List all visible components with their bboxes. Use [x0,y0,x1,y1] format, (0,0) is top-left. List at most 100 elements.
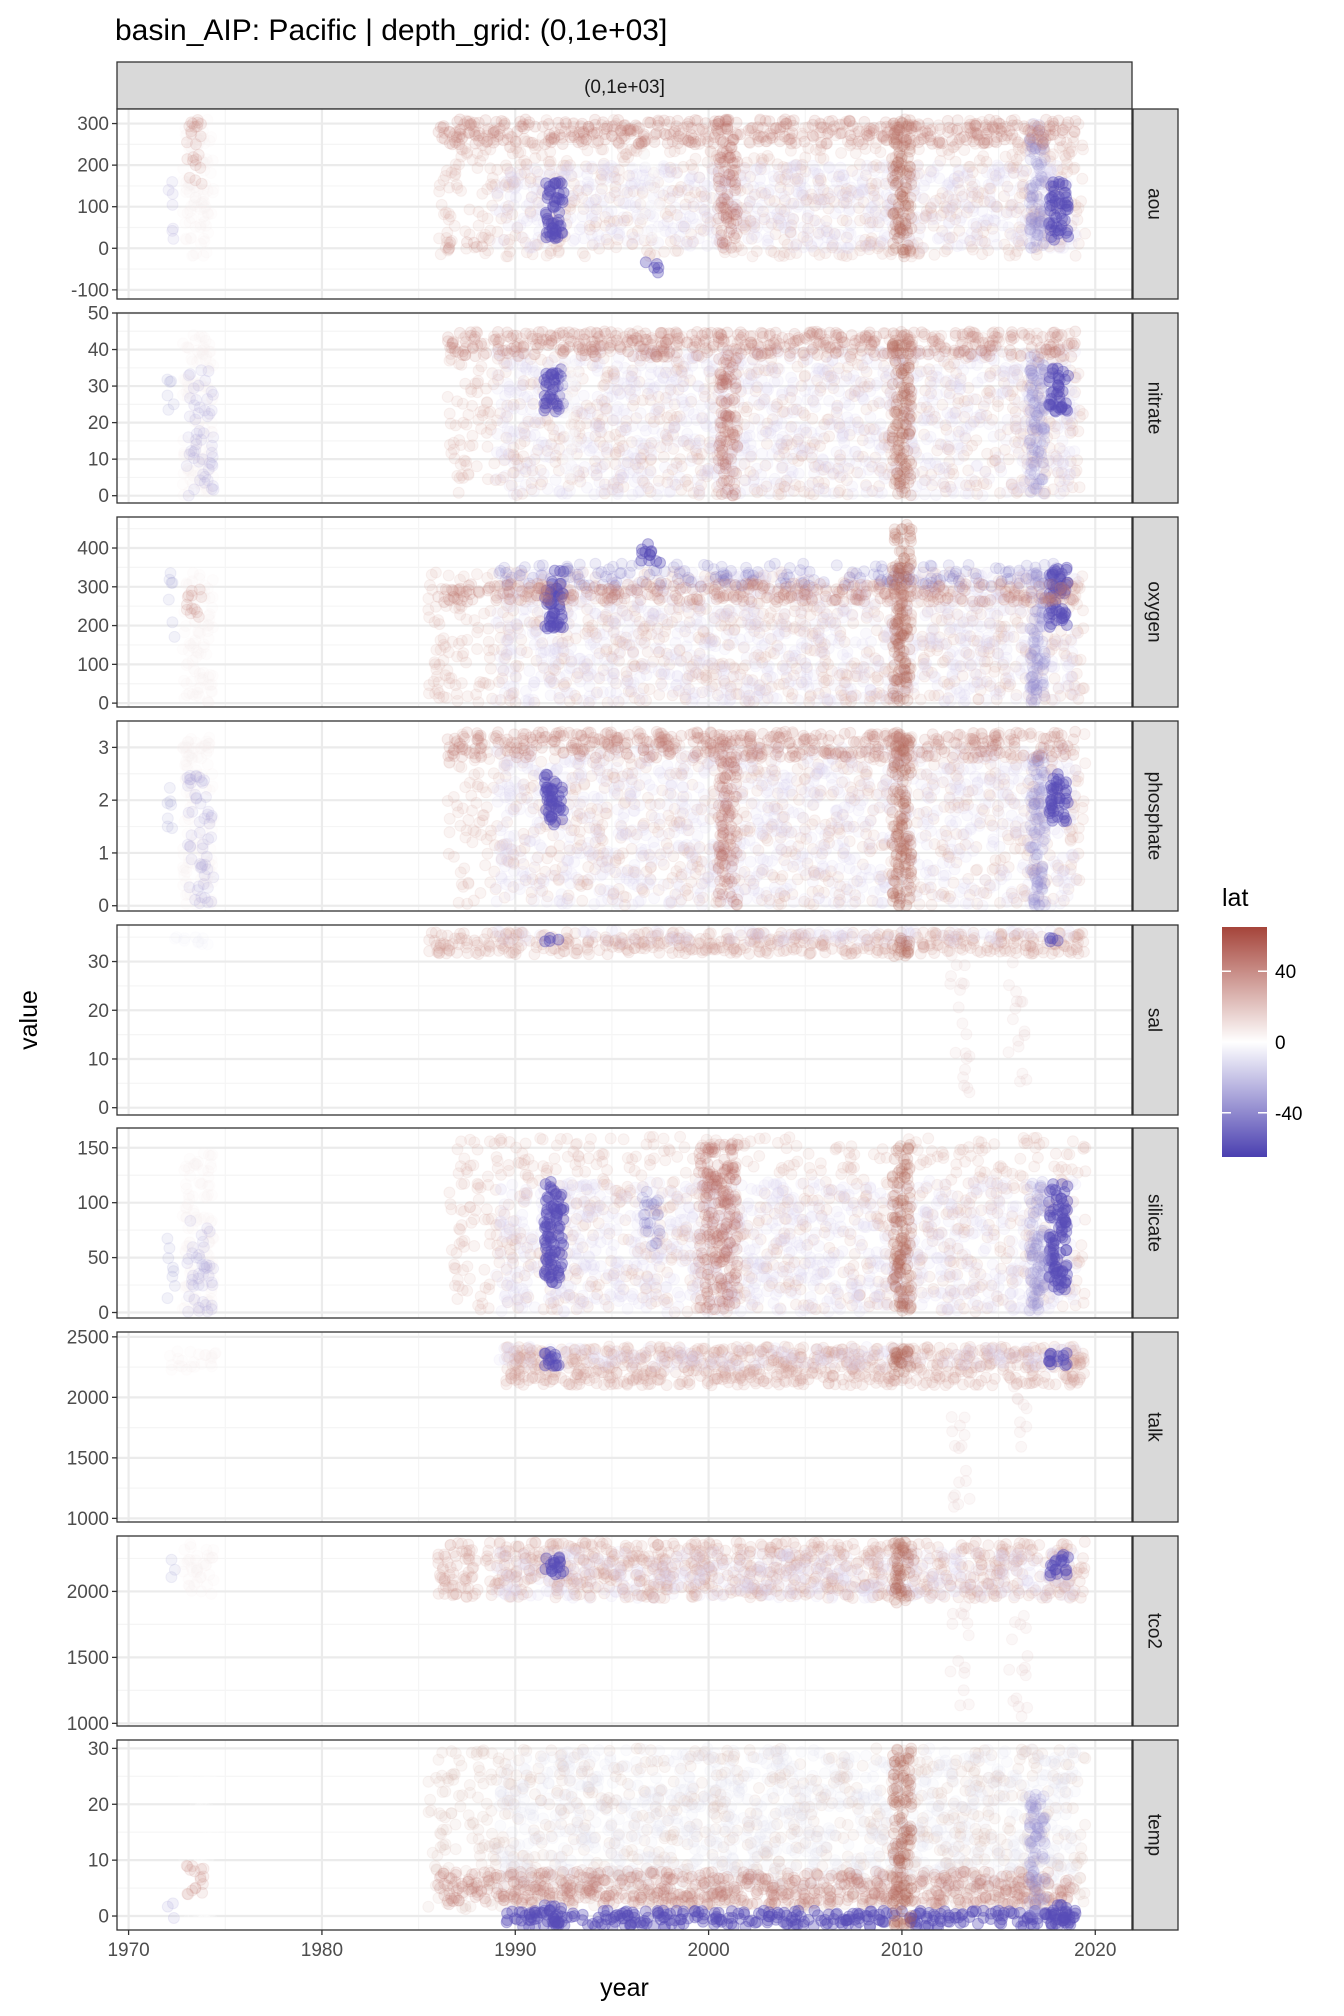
data-point [569,468,582,481]
data-point [859,239,872,252]
data-point [948,172,961,185]
data-point [706,163,719,175]
data-point [194,221,207,234]
data-point [596,399,609,412]
data-point [899,136,912,149]
data-point [819,485,832,498]
data-point [720,211,733,224]
data-point [687,163,700,175]
data-point [197,183,210,196]
data-point [530,238,543,251]
data-point [512,146,525,159]
data-point [844,227,857,240]
data-point [192,407,205,420]
data-point [976,234,989,247]
data-point [1009,249,1022,261]
data-point [866,201,879,214]
data-point [964,174,977,186]
data-point [672,130,685,143]
data-point [943,232,956,245]
data-point [567,117,580,130]
data-point [679,203,692,215]
data-point [889,179,902,192]
data-point [889,151,902,164]
data-point [1051,164,1064,177]
data-point [682,479,695,492]
data-point [568,361,581,374]
data-point [752,413,765,426]
data-point [453,158,465,171]
data-point [751,221,764,234]
data-point [928,376,941,389]
data-point [727,169,740,182]
data-point [503,178,516,191]
data-point [442,244,454,257]
data-point [1038,145,1051,158]
data-point [763,115,776,128]
data-point [540,249,553,262]
data-point [188,120,201,133]
data-point [742,232,755,245]
data-point [194,155,207,168]
data-point [911,237,924,249]
data-point [443,181,456,194]
data-point [185,116,198,129]
data-point [852,421,865,434]
data-point [596,169,609,182]
data-point [1008,113,1021,126]
data-point [1043,120,1056,132]
data-point [607,215,620,228]
panel-background [117,109,1132,299]
data-point [781,407,794,420]
data-point [750,245,763,258]
data-point [545,244,557,257]
data-point [479,228,492,241]
data-point [577,125,590,138]
data-point [794,159,807,172]
data-point [192,148,205,161]
data-point [528,139,540,152]
data-point [186,138,199,151]
data-point [958,144,971,156]
data-point [1030,248,1043,261]
data-point [678,220,690,233]
data-point [637,419,650,432]
y-tick-label: 0 [98,239,109,260]
data-point [937,206,950,219]
data-point [843,205,856,218]
data-point [182,172,195,185]
data-point [669,201,682,214]
data-point [734,169,747,182]
data-point [198,215,211,228]
data-point [179,232,192,245]
data-point [683,115,696,128]
data-point [626,238,639,251]
data-point [188,483,201,496]
data-point [609,180,622,193]
data-point [1043,220,1056,233]
data-point [701,239,714,252]
data-point [468,125,481,138]
data-point [1007,166,1020,179]
data-point [1029,226,1042,239]
data-point [760,135,773,148]
data-point [870,137,883,149]
data-point [445,234,458,247]
data-point [692,380,705,393]
data-point [831,401,844,414]
data-point [745,124,758,137]
data-point [191,184,204,197]
data-point [439,241,452,254]
data-point [1025,212,1038,225]
data-point [723,139,736,152]
data-point [944,210,957,223]
data-point [787,212,800,225]
data-point [498,179,511,192]
data-point [563,449,576,462]
data-point [1004,227,1017,240]
data-point [163,375,176,388]
data-point [891,136,903,149]
data-point [695,185,708,198]
data-point [807,192,819,205]
data-point [643,116,656,129]
